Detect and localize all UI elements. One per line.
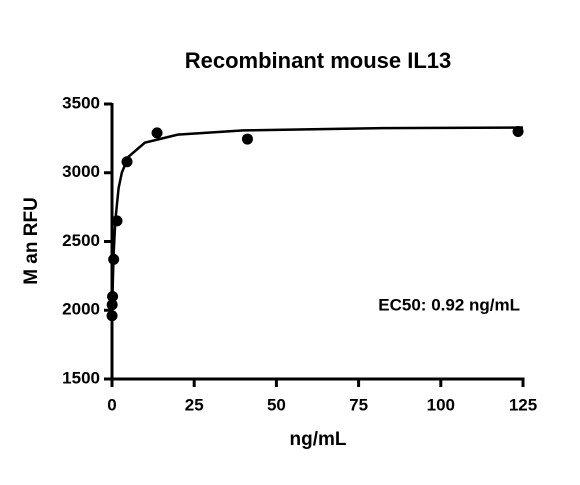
data-point (121, 156, 133, 168)
data-point (512, 126, 524, 137)
data-point (107, 291, 119, 302)
chart-title: Recombinant mouse IL13 (185, 48, 452, 73)
y-tick-label: 2500 (62, 231, 100, 250)
y-tick-label: 2000 (62, 300, 100, 319)
data-point (106, 310, 118, 322)
annotation: EC50: 0.92 ng/mL (378, 295, 520, 314)
x-tick-label: 50 (267, 395, 286, 414)
data-point (241, 133, 253, 145)
x-tick-label: 25 (185, 395, 204, 414)
data-point (151, 127, 163, 139)
x-tick-label: 100 (427, 395, 455, 414)
y-tick-label: 3500 (62, 93, 100, 112)
x-tick-label: 75 (349, 395, 368, 414)
x-axis-label: ng/mL (290, 429, 347, 450)
y-tick-label: 1500 (62, 368, 100, 387)
x-tick-label: 125 (509, 395, 537, 414)
y-axis-label: M an RFU (21, 197, 42, 285)
y-tick-label: 3000 (62, 162, 100, 181)
data-point (106, 299, 118, 311)
data-point (108, 253, 120, 265)
data-point (111, 215, 123, 227)
x-tick-label: 0 (107, 395, 116, 414)
